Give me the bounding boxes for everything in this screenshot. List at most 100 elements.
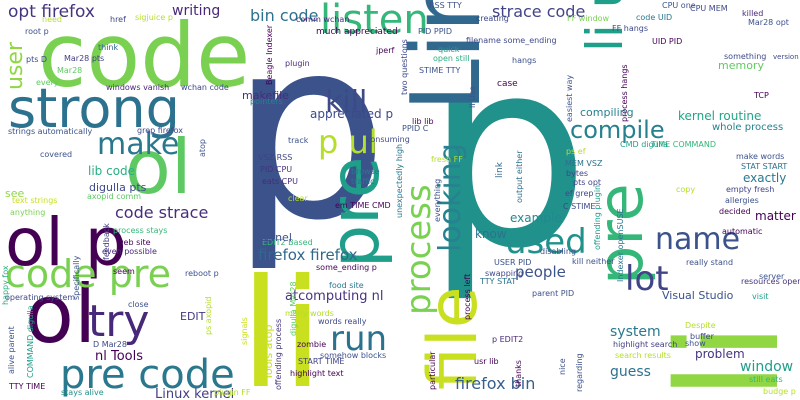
cloud-word: reboot p <box>185 269 219 278</box>
cloud-word: empty fresh <box>726 185 775 194</box>
cloud-word: show <box>685 339 706 348</box>
cloud-word: p EDIT2 <box>492 335 524 344</box>
cloud-word: FF hangs <box>612 24 649 33</box>
cloud-word: covered <box>40 150 73 159</box>
cloud-word: example <box>510 211 562 225</box>
cloud-word: swapping <box>485 269 524 278</box>
cloud-word: Tools atop <box>262 324 275 380</box>
cloud-word: START TIME <box>298 357 345 366</box>
cloud-word: something <box>724 52 767 61</box>
cloud-word: highlight search <box>613 340 678 349</box>
cloud-word: EDIT2 Based <box>262 238 313 247</box>
cloud-word: pts D <box>26 55 48 64</box>
cloud-word: exactly <box>743 171 787 185</box>
cloud-word: name <box>655 222 741 257</box>
cloud-word: close <box>128 300 149 309</box>
cloud-word: appreciated p <box>310 107 394 121</box>
cloud-word: two questions <box>400 39 409 95</box>
cloud-word: browse <box>351 167 380 176</box>
cloud-word: try <box>88 296 150 347</box>
cloud-word: strings automatically <box>8 127 93 136</box>
cloud-word: Mar28 <box>57 66 83 75</box>
cloud-word: zombie <box>297 340 327 349</box>
cloud-word: much appreciated <box>316 27 398 37</box>
cloud-word: track <box>288 136 309 145</box>
cloud-word: CPU MEM <box>690 4 728 13</box>
cloud-word: user <box>3 42 28 90</box>
cloud-word: pointers <box>250 97 283 106</box>
cloud-word: words really <box>318 317 367 326</box>
cloud-word: STIME TTY <box>419 66 461 75</box>
cloud-word: COMMAND digulla <box>26 305 35 378</box>
cloud-word: buffer <box>690 332 714 341</box>
cloud-word: eats CPU <box>262 177 298 186</box>
cloud-word: offending process <box>274 318 283 390</box>
cloud-word: digulla Mar28 <box>289 281 298 336</box>
cloud-word: strace code <box>492 2 586 21</box>
cloud-word: bin code <box>250 6 319 25</box>
cloud-word: visit <box>752 292 769 301</box>
cloud-word: offending plugin <box>593 184 602 250</box>
cloud-word: VSZ RSS <box>258 153 293 162</box>
cloud-word: anything <box>10 208 46 217</box>
cloud-word: ps axopid <box>204 296 213 335</box>
cloud-word: pre code <box>60 352 235 398</box>
cloud-word: filename some_ending <box>466 36 557 45</box>
cloud-word: case <box>497 79 518 89</box>
cloud-word: kill <box>325 85 368 120</box>
cloud-word: text strings <box>12 196 58 205</box>
cloud-word: plugin FF <box>214 388 251 397</box>
cloud-word: everything <box>433 178 442 222</box>
cloud-word: some_ending p <box>316 263 377 272</box>
cloud-word: ef grep <box>565 189 594 198</box>
cloud-word: know <box>475 227 507 241</box>
cloud-word: decided <box>719 207 751 216</box>
cloud-word: memory <box>718 59 764 72</box>
cloud-word: Linux kernel <box>155 387 235 400</box>
cloud-word: Visual Studio <box>662 289 734 302</box>
cloud-word: feedback <box>102 223 111 260</box>
cloud-word: USER PID <box>494 258 532 267</box>
cloud-word: bytes <box>566 169 589 178</box>
cloud-word: easiest way <box>565 74 574 122</box>
cloud-word: nice <box>558 358 567 375</box>
cloud-word: RSS TTY <box>429 1 462 10</box>
cloud-word: seem <box>113 267 135 276</box>
cloud-word: run <box>330 319 388 359</box>
cloud-word: alive parent <box>7 326 16 374</box>
cloud-word: TIME COMMAND <box>651 140 717 149</box>
cloud-word: make <box>97 127 180 162</box>
cloud-word: disabling <box>540 247 577 256</box>
cloud-word: ol <box>125 123 192 211</box>
cloud-word: stays alive <box>61 388 104 397</box>
cloud-word: code pre <box>5 252 172 296</box>
cloud-word: output either <box>515 150 524 204</box>
cloud-word: ol <box>25 268 97 361</box>
cloud-word: writing <box>172 3 221 19</box>
cloud-word: Despite <box>685 321 716 330</box>
cloud-word: process left <box>463 273 472 320</box>
cloud-word: link <box>495 162 505 178</box>
cloud-word: EDIT <box>180 310 206 323</box>
cloud-word: makefile <box>242 89 289 102</box>
cloud-word: window <box>740 359 794 375</box>
cloud-word: kill neither <box>572 257 615 266</box>
cloud-word: matter <box>755 209 796 223</box>
cloud-word: FF window <box>567 14 610 23</box>
cloud-word: D Mar28 <box>93 340 127 349</box>
cloud-word: PID CPU <box>260 165 293 174</box>
cloud-word: opt firefox <box>8 2 95 22</box>
cloud-word: particular <box>428 351 437 390</box>
cloud-word: used <box>505 222 587 262</box>
cloud-word: allergies <box>725 196 759 205</box>
cloud-word: process <box>399 184 439 315</box>
cloud-word: li <box>240 248 324 400</box>
cloud-word: C STIME <box>563 202 596 211</box>
cloud-word: em TIME CMD <box>335 201 391 210</box>
cloud-word: nl Tools <box>95 349 144 364</box>
cloud-word: lib code <box>88 164 136 178</box>
cloud-word: wchan code <box>181 83 229 92</box>
cloud-word: digulla pts <box>89 181 147 194</box>
cloud-word: food site <box>329 281 364 290</box>
cloud-word: creating <box>476 14 509 23</box>
